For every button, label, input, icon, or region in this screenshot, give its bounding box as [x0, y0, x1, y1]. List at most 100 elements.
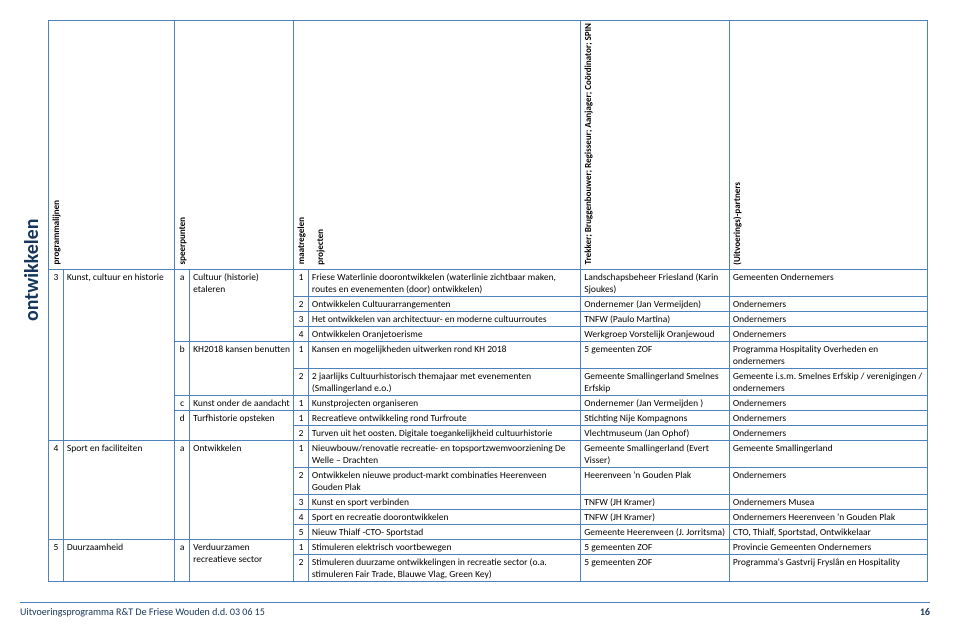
- th-speerpunten: speerpunten: [175, 21, 294, 270]
- prog-text: Kunst, cultuur en historie: [63, 270, 174, 441]
- partners: Ondernemers: [729, 312, 927, 327]
- proj-num: 1: [294, 342, 309, 369]
- proj-text: Stimuleren elektrisch voortbewegen: [308, 540, 580, 555]
- table-header-row: programmalijnen speerpunten maatregelen …: [49, 21, 928, 270]
- table-row: 4Sport en faciliteitenaOntwikkelen1Nieuw…: [49, 441, 928, 468]
- trekker: TNFW (Paulo Martina): [581, 312, 730, 327]
- proj-num: 1: [294, 270, 309, 297]
- partners: Provincie Gemeenten Ondernemers: [729, 540, 927, 555]
- partners: CTO, Thialf, Sportstad, Ontwikkelaar: [729, 525, 927, 540]
- prog-text: Sport en faciliteiten: [63, 441, 174, 540]
- partners: Ondernemers: [729, 411, 927, 426]
- speer-text: Cultuur (historie) etaleren: [190, 270, 294, 342]
- proj-text: Friese Waterlinie doorontwikkelen (water…: [308, 270, 580, 297]
- partners: Ondernemers: [729, 327, 927, 342]
- trekker: Ondernemer (Jan Vermeijden ): [581, 396, 730, 411]
- proj-text: Recreatieve ontwikkeling rond Turfroute: [308, 411, 580, 426]
- proj-num: 2: [294, 297, 309, 312]
- trekker: 5 gemeenten ZOF: [581, 555, 730, 582]
- prog-text: Duurzaamheid: [63, 540, 174, 582]
- trekker: Heerenveen 'n Gouden Plak: [581, 468, 730, 495]
- th-programmalijnen: programmalijnen: [49, 21, 175, 270]
- proj-text: 2 jaarlijks Cultuurhistorisch themajaar …: [308, 369, 580, 396]
- table-row: cKunst onder de aandacht1Kunstprojecten …: [49, 396, 928, 411]
- table-row: dTurfhistorie opsteken1Recreatieve ontwi…: [49, 411, 928, 426]
- proj-text: Turven uit het oosten. Digitale toeganke…: [308, 426, 580, 441]
- proj-text: Ontwikkelen nieuwe product-markt combina…: [308, 468, 580, 495]
- trekker: Gemeente Smallingerland Smelnes Erfskip: [581, 369, 730, 396]
- proj-num: 1: [294, 396, 309, 411]
- prog-num: 5: [49, 540, 64, 582]
- speer-text: Turfhistorie opsteken: [190, 411, 294, 441]
- speer-text: KH2018 kansen benutten: [190, 342, 294, 396]
- program-table: programmalijnen speerpunten maatregelen …: [48, 20, 928, 582]
- proj-num: 4: [294, 510, 309, 525]
- proj-num: 5: [294, 525, 309, 540]
- proj-num: 1: [294, 411, 309, 426]
- partners: Programma Hospitality Overheden en onder…: [729, 342, 927, 369]
- page-wrap: ontwikkelen programmalijnen speerpunten …: [20, 20, 930, 582]
- prog-num: 4: [49, 441, 64, 540]
- th-maatregelen-projecten: maatregelen projecten: [294, 21, 581, 270]
- partners: Ondernemers: [729, 396, 927, 411]
- footer-text: Uitvoeringsprogramma R&T De Friese Woude…: [20, 605, 265, 618]
- trekker: Vlechtmuseum (Jan Ophof): [581, 426, 730, 441]
- proj-text: Stimuleren duurzame ontwikkelingen in re…: [308, 555, 580, 582]
- partners: Gemeente i.s.m. Smelnes Erfskip / vereni…: [729, 369, 927, 396]
- proj-text: Nieuw Thialf -CTO- Sportstad: [308, 525, 580, 540]
- trekker: Gemeente Heerenveen (J. Jorritsma): [581, 525, 730, 540]
- proj-text: Nieuwbouw/renovatie recreatie- en topspo…: [308, 441, 580, 468]
- proj-num: 1: [294, 441, 309, 468]
- trekker: TNFW (JH Kramer): [581, 510, 730, 525]
- trekker: 5 gemeenten ZOF: [581, 540, 730, 555]
- proj-num: 2: [294, 369, 309, 396]
- footer: Uitvoeringsprogramma R&T De Friese Woude…: [20, 602, 930, 618]
- speer-text: Ontwikkelen: [190, 441, 294, 540]
- trekker: Ondernemer (Jan Vermeijden): [581, 297, 730, 312]
- trekker: 5 gemeenten ZOF: [581, 342, 730, 369]
- partners: Ondernemers Musea: [729, 495, 927, 510]
- partners: Programma's Gastvrij Fryslân en Hospital…: [729, 555, 927, 582]
- section-label: ontwikkelen: [20, 20, 44, 520]
- speer-num: a: [175, 270, 190, 342]
- th-trekker: Trekker; Bruggenbouwer; Regisseur; Aanja…: [581, 21, 730, 270]
- speer-text: Kunst onder de aandacht: [190, 396, 294, 411]
- proj-num: 3: [294, 495, 309, 510]
- trekker: TNFW (JH Kramer): [581, 495, 730, 510]
- proj-text: Kunstprojecten organiseren: [308, 396, 580, 411]
- table-row: 3Kunst, cultuur en historieaCultuur (his…: [49, 270, 928, 297]
- trekker: Stichting Nije Kompagnons: [581, 411, 730, 426]
- page-number: 16: [920, 605, 930, 618]
- table-row: bKH2018 kansen benutten1Kansen en mogeli…: [49, 342, 928, 369]
- prog-num: 3: [49, 270, 64, 441]
- partners: Ondernemers: [729, 426, 927, 441]
- proj-num: 2: [294, 426, 309, 441]
- proj-text: Sport en recreatie doorontwikkelen: [308, 510, 580, 525]
- proj-num: 2: [294, 555, 309, 582]
- speer-num: d: [175, 411, 190, 441]
- partners: Ondernemers Heerenveen 'n Gouden Plak: [729, 510, 927, 525]
- speer-num: a: [175, 540, 190, 582]
- trekker: Werkgroep Vorstelijk Oranjewoud: [581, 327, 730, 342]
- partners: Ondernemers: [729, 468, 927, 495]
- speer-num: a: [175, 441, 190, 540]
- proj-num: 4: [294, 327, 309, 342]
- proj-num: 2: [294, 468, 309, 495]
- proj-num: 1: [294, 540, 309, 555]
- proj-text: Kansen en mogelijkheden uitwerken rond K…: [308, 342, 580, 369]
- speer-num: b: [175, 342, 190, 396]
- partners: Gemeenten Ondernemers: [729, 270, 927, 297]
- proj-text: Ontwikkelen Cultuurarrangementen: [308, 297, 580, 312]
- proj-text: Ontwikkelen Oranjetoerisme: [308, 327, 580, 342]
- speer-num: c: [175, 396, 190, 411]
- trekker: Gemeente Smallingerland (Evert Visser): [581, 441, 730, 468]
- th-partners: (Uitvoerings)-partners: [729, 21, 927, 270]
- partners: Gemeente Smallingerland: [729, 441, 927, 468]
- table-row: 5DuurzaamheidaVerduurzamen recreatieve s…: [49, 540, 928, 555]
- proj-text: Kunst en sport verbinden: [308, 495, 580, 510]
- speer-text: Verduurzamen recreatieve sector: [190, 540, 294, 582]
- trekker: Landschapsbeheer Friesland (Karin Sjouke…: [581, 270, 730, 297]
- proj-text: Het ontwikkelen van architectuur- en mod…: [308, 312, 580, 327]
- proj-num: 3: [294, 312, 309, 327]
- table-body: 3Kunst, cultuur en historieaCultuur (his…: [49, 270, 928, 582]
